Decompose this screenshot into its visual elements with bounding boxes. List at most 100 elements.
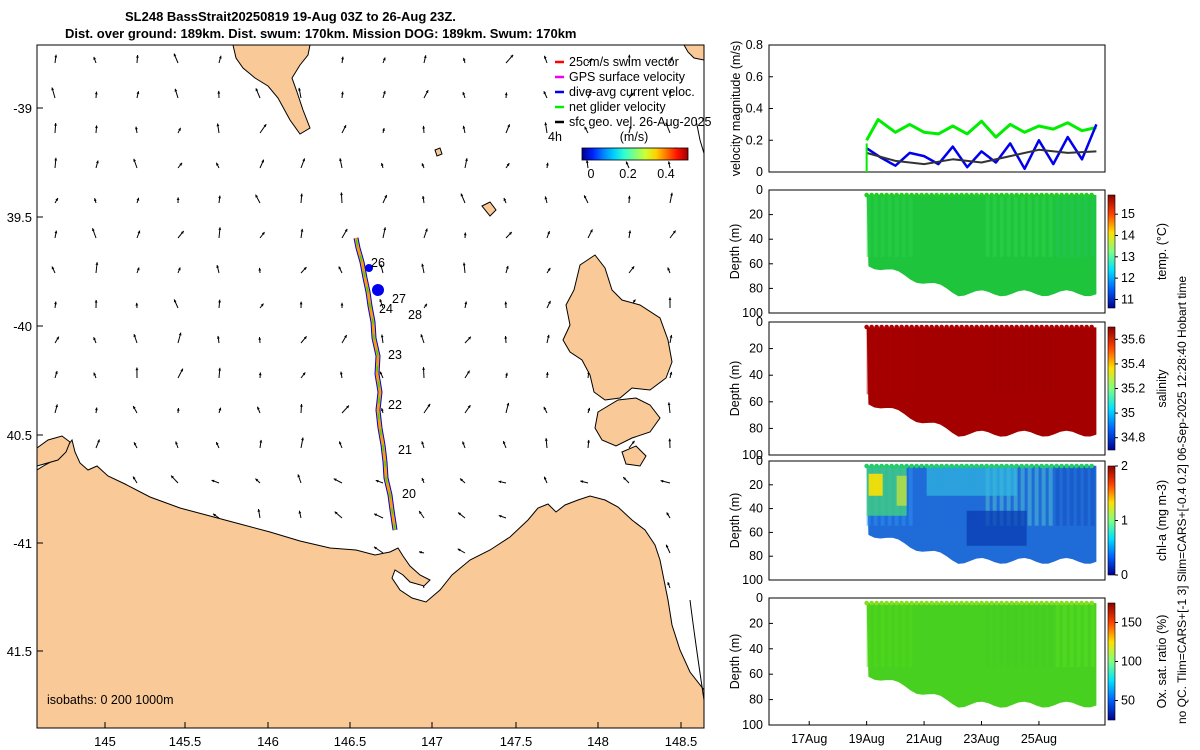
- surface-dot-3: [884, 600, 889, 606]
- isobath-black: [695, 119, 704, 156]
- velocity-arrowhead: [93, 198, 97, 202]
- velocity-arrowhead: [94, 407, 98, 411]
- heatmap-streak-3: [1034, 603, 1039, 668]
- surface-dot-1: [1084, 324, 1089, 330]
- velocity-arrowhead: [507, 124, 510, 128]
- surface-dot-1: [1039, 324, 1044, 330]
- surface-dot-3: [889, 600, 894, 606]
- velocity-arrowhead: [55, 404, 59, 408]
- velocity-arrowhead: [669, 334, 673, 338]
- legend-label: sfc geo. vel. 26-Aug-2025: [569, 115, 711, 129]
- land-small-island: [434, 147, 443, 157]
- heatmap-streak-2: [1027, 465, 1032, 526]
- velocity-arrowhead: [672, 230, 676, 234]
- velocity-arrowhead: [135, 302, 139, 306]
- surface-dot-1: [949, 324, 954, 330]
- colorbar-tick: 0: [588, 167, 595, 181]
- surface-dot-2: [944, 463, 949, 469]
- velocity-arrowhead: [55, 197, 58, 201]
- surface-dot-3: [1044, 600, 1049, 606]
- surface-dot-2: [994, 463, 999, 469]
- heatmap-streak-0: [1020, 194, 1025, 257]
- velocity-arrowhead: [632, 299, 636, 303]
- velocity-arrowhead: [135, 367, 139, 371]
- velocity-y-tick-label: 0.6: [746, 70, 763, 84]
- surface-dot-0: [1084, 192, 1089, 198]
- velocity-arrowhead: [94, 299, 98, 303]
- velocity-arrowhead: [216, 442, 219, 446]
- surface-dot-0: [1024, 192, 1029, 198]
- heatmap-streak-1: [1048, 327, 1053, 395]
- land-king-island: [37, 435, 71, 467]
- colorbar-unit-label: (m/s): [620, 130, 648, 144]
- velocity-arrowhead: [580, 480, 584, 484]
- land-wilsons-promontory: [232, 45, 311, 135]
- land-tasmania: [37, 438, 704, 728]
- heatmap-y-tick-label: 100: [742, 306, 763, 320]
- surface-dot-2: [874, 463, 879, 469]
- surface-dot-0: [1029, 192, 1034, 198]
- velocity-arrowhead: [419, 551, 422, 554]
- heatmap-streak-2: [1055, 465, 1060, 526]
- surface-dot-2: [1024, 463, 1029, 469]
- surface-dot-2: [1084, 463, 1089, 469]
- velocity-arrowhead: [427, 403, 431, 407]
- heatmap-streak-1: [992, 327, 997, 395]
- heatmap-streak-0: [866, 194, 871, 257]
- heatmap-streak-0: [950, 194, 955, 257]
- velocity-arrowhead: [133, 158, 136, 162]
- surface-dot-2: [1074, 463, 1079, 469]
- surface-dot-0: [1004, 192, 1009, 198]
- velocity-arrowhead: [216, 162, 219, 166]
- surface-dot-0: [984, 192, 989, 198]
- heatmap-streak-3: [887, 603, 892, 668]
- heatmap-streak-3: [936, 603, 941, 668]
- velocity-arrowhead: [504, 301, 508, 305]
- velocity-arrowhead: [668, 297, 672, 300]
- surface-dot-1: [1064, 324, 1069, 330]
- velocity-arrowhead: [258, 337, 262, 340]
- heatmap-streak-1: [880, 327, 885, 395]
- velocity-arrowhead: [544, 196, 548, 200]
- colorbar-tick-label: 0: [1121, 568, 1128, 582]
- heatmap-streak-2: [1069, 465, 1074, 526]
- colorbar-tick-label: 35: [1121, 406, 1135, 420]
- colorbar-label: chl-a (mg m-3): [1155, 480, 1169, 561]
- surface-dot-0: [1009, 192, 1014, 198]
- velocity-arrowhead: [303, 267, 307, 270]
- track-loop: [365, 264, 373, 272]
- heatmap-streak-1: [1076, 327, 1081, 395]
- velocity-arrowhead: [298, 87, 301, 91]
- heatmap-streak-3: [922, 603, 927, 668]
- surface-dot-1: [1024, 324, 1029, 330]
- velocity-arrowhead: [547, 231, 550, 235]
- land-small-island: [621, 445, 647, 467]
- velocity-arrowhead: [463, 232, 467, 236]
- heatmap-streak-0: [880, 194, 885, 257]
- colorbar-tick-label: 34.8: [1121, 431, 1145, 445]
- surface-dot-1: [904, 324, 909, 330]
- heatmap-y-tick-label: 0: [756, 315, 763, 329]
- chl-patch: [896, 475, 907, 506]
- surface-dot-0: [969, 192, 974, 198]
- surface-dot-0: [959, 192, 964, 198]
- velocity-arrowhead: [379, 371, 383, 375]
- velocity-arrowhead: [667, 402, 671, 406]
- velocity-arrowhead: [545, 162, 549, 166]
- surface-dot-0: [1054, 192, 1059, 198]
- velocity-arrowhead: [464, 301, 468, 305]
- velocity-arrowhead: [133, 442, 137, 446]
- heatmap-streak-3: [1041, 603, 1046, 668]
- velocity-arrowhead: [545, 372, 549, 375]
- heatmap-streak-2: [915, 465, 920, 526]
- heatmap-streak-1: [873, 327, 878, 395]
- heatmap-y-tick-label: 40: [749, 368, 763, 382]
- velocity-y-tick-label: 0.4: [746, 102, 763, 116]
- x-tick-label: 147: [421, 734, 443, 749]
- heatmap-y-tick-label: 40: [749, 502, 763, 516]
- heatmap-streak-0: [1083, 194, 1088, 257]
- velocity-arrowhead: [54, 54, 58, 58]
- legend-label: dive-avg current veloc.: [569, 85, 695, 99]
- surface-dot-3: [1079, 600, 1084, 606]
